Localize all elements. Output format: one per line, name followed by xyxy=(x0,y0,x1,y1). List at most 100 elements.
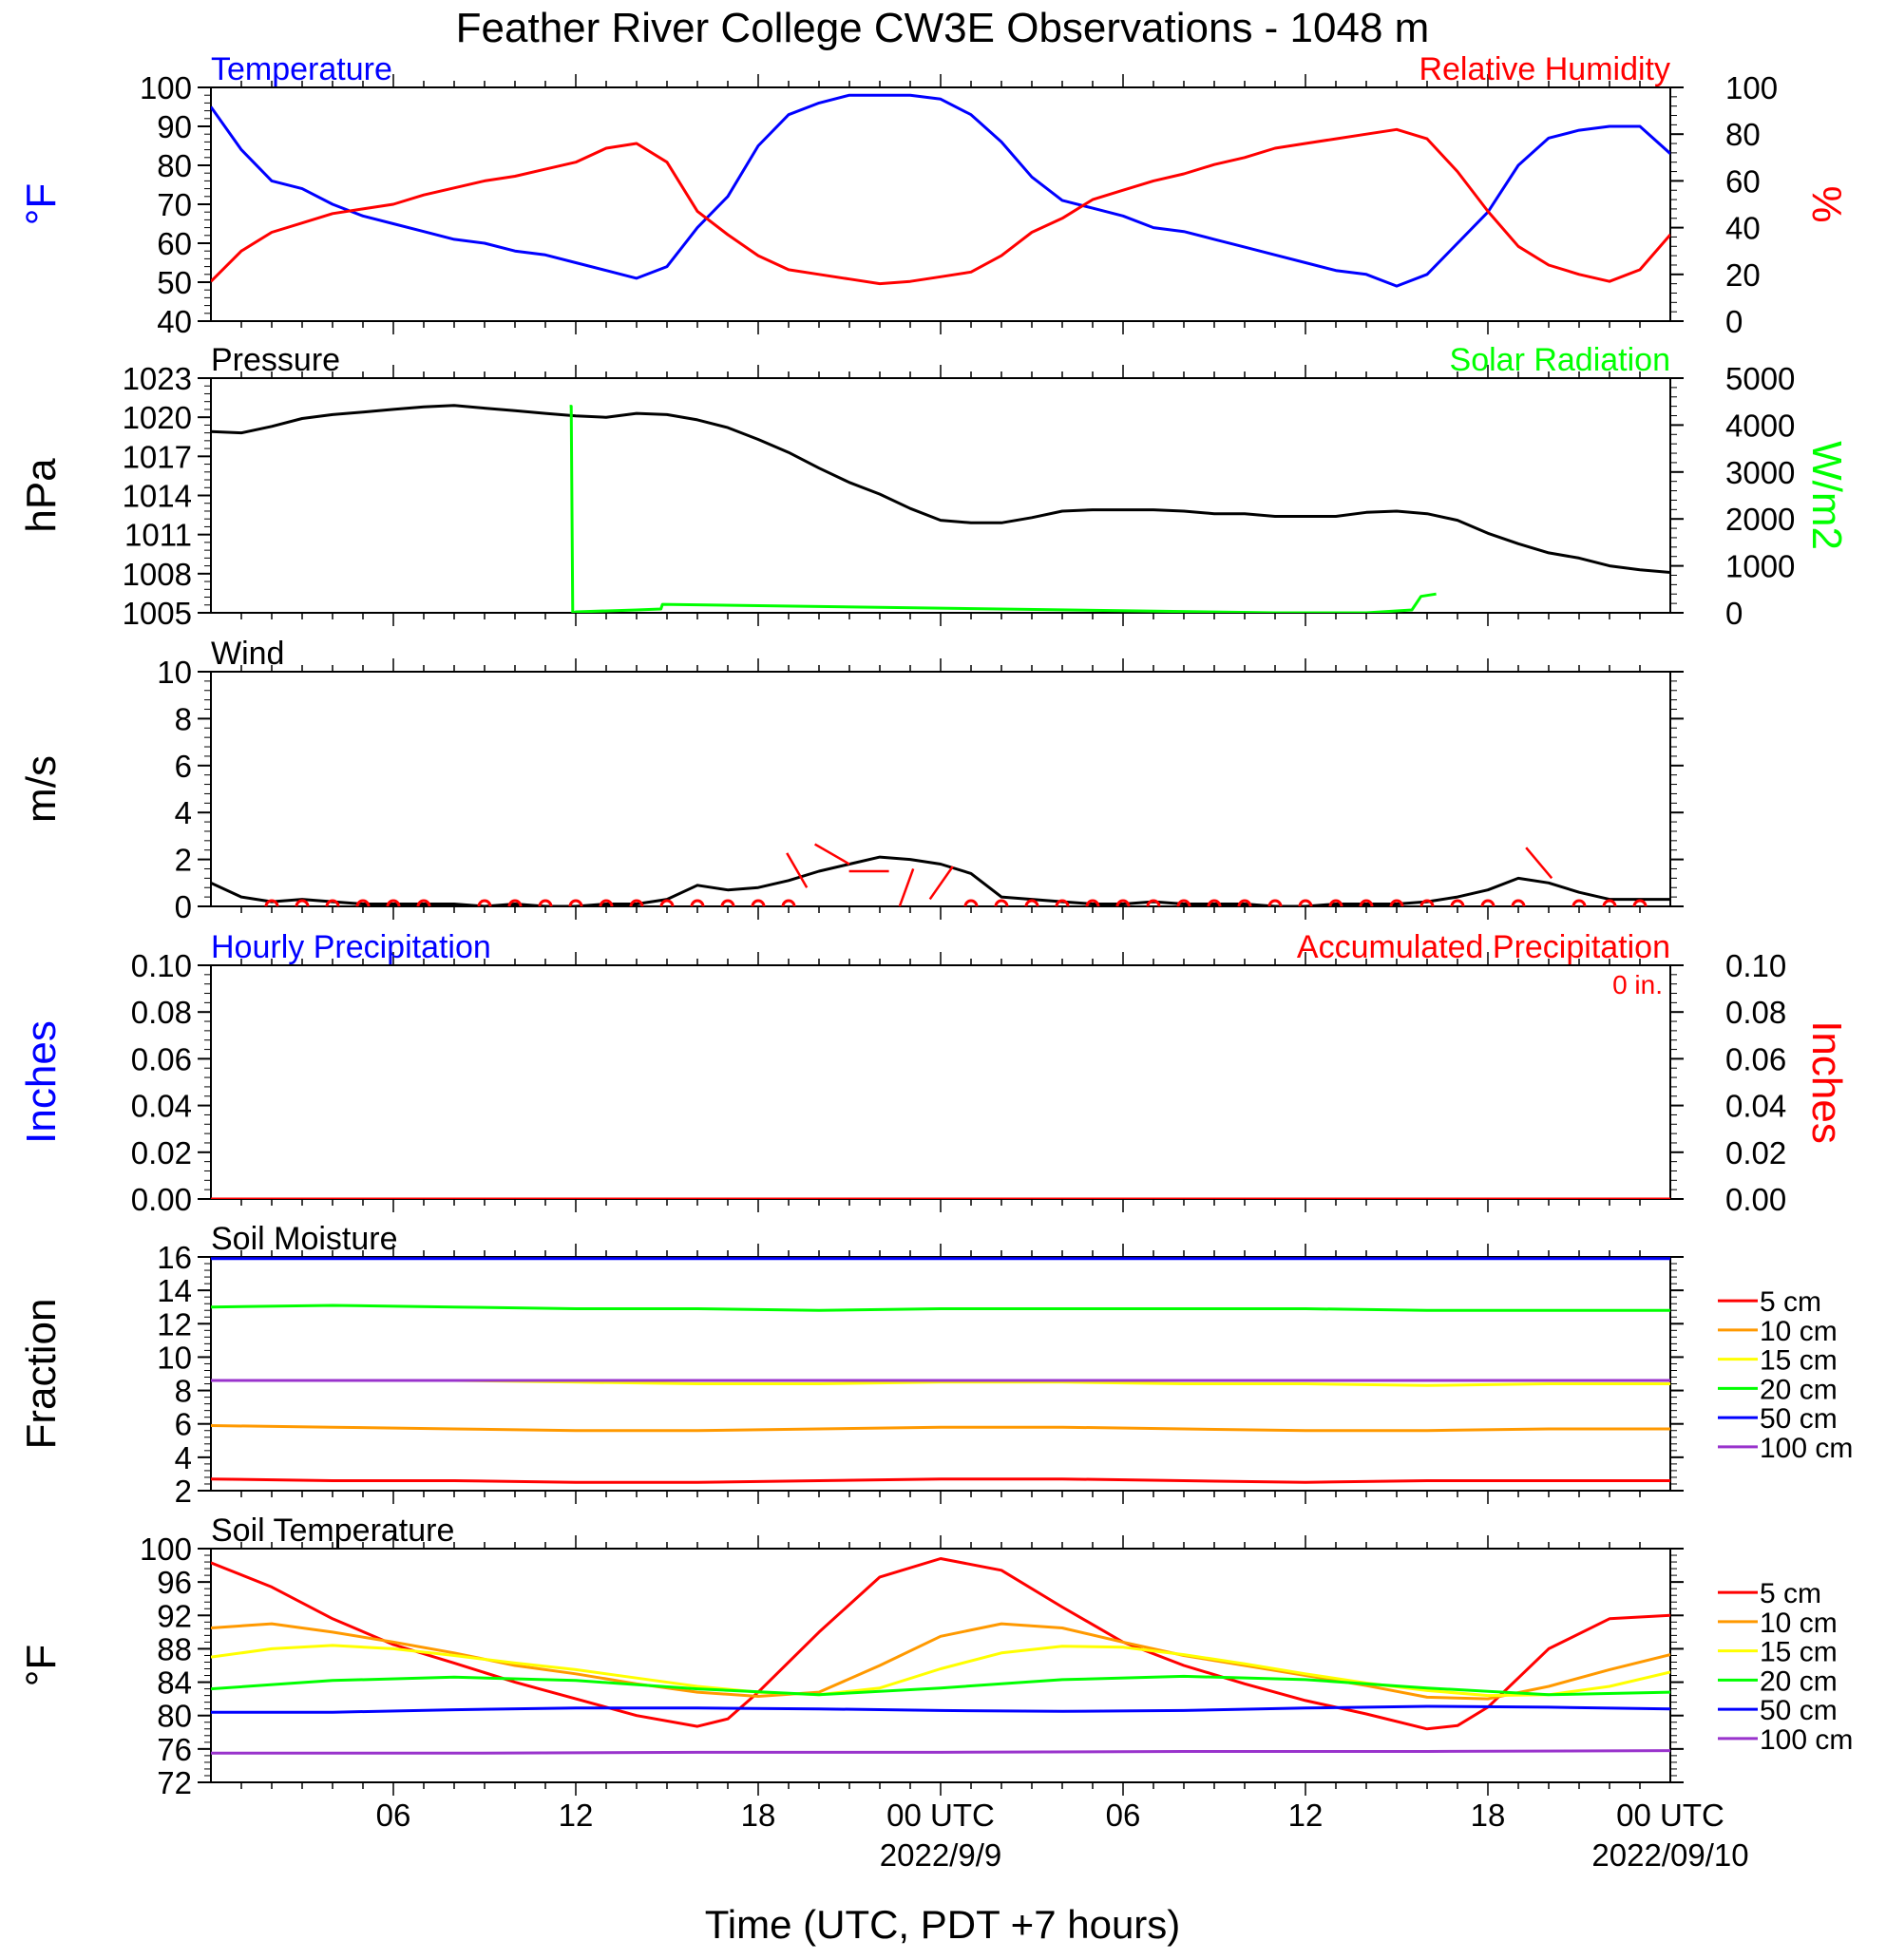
series-group xyxy=(211,843,1670,906)
y-tick-label-right: 60 xyxy=(1725,163,1761,199)
calm-wind-marker xyxy=(1328,899,1343,906)
calm-wind-marker xyxy=(416,899,431,906)
x-tick-label: 18 xyxy=(741,1798,776,1833)
y-tick-label-right: 0 xyxy=(1725,596,1743,631)
y-axis-label-right: Inches xyxy=(1803,1020,1850,1144)
calm-wind-marker xyxy=(599,899,614,906)
y-axis-label-left: hPa xyxy=(18,458,65,533)
y-axis-label-left: m/s xyxy=(18,755,65,823)
wind-barb xyxy=(928,866,954,901)
calm-wind-marker xyxy=(507,899,523,906)
y-tick-label-right: 20 xyxy=(1725,257,1761,293)
x-date-label: 2022/9/9 xyxy=(880,1837,1001,1873)
legend-label: 20 cm xyxy=(1760,1374,1838,1405)
y-tick-label-left: 0.02 xyxy=(131,1135,192,1170)
calm-wind-marker xyxy=(963,899,979,906)
panel-title-right: Relative Humidity xyxy=(1419,51,1670,87)
x-axis-label: Time (UTC, PDT +7 hours) xyxy=(705,1902,1181,1947)
legend-label: 50 cm xyxy=(1760,1403,1838,1435)
x-tick-label: 18 xyxy=(1471,1798,1506,1833)
y-axis-label-left: Inches xyxy=(18,1020,65,1144)
y-tick-label-right: 0.02 xyxy=(1725,1135,1786,1170)
y-tick-label-right: 0 xyxy=(1725,304,1743,339)
legend-label: 15 cm xyxy=(1760,1637,1838,1668)
y-tick-label-left: 72 xyxy=(157,1765,192,1800)
y-axis-label-left: Fraction xyxy=(18,1299,65,1450)
y-tick-label-left: 2 xyxy=(175,843,192,878)
y-tick-label-left: 84 xyxy=(157,1665,192,1701)
y-tick-label-left: 8 xyxy=(175,1374,192,1409)
panel-title-left: Soil Temperature xyxy=(211,1513,454,1549)
x-date-label: 2022/09/10 xyxy=(1591,1837,1748,1873)
y-tick-label-left: 0.06 xyxy=(131,1041,192,1076)
panel-title-left: Temperature xyxy=(211,51,392,87)
calm-wind-marker xyxy=(568,899,583,906)
series-line-5-cm xyxy=(211,1557,1670,1731)
calm-wind-marker xyxy=(295,899,310,906)
y-tick-label-left: 88 xyxy=(157,1631,192,1666)
y-tick-label-left: 0 xyxy=(175,889,192,924)
y-tick-label-left: 1011 xyxy=(124,518,192,553)
series-line-15-cm xyxy=(211,1644,1670,1698)
y-tick-label-left: 60 xyxy=(157,226,192,261)
series-line-temperature xyxy=(211,93,1670,288)
y-tick-label-left: 1023 xyxy=(123,361,192,396)
series-line-50-cm xyxy=(211,1704,1670,1714)
calm-wind-marker xyxy=(781,899,796,906)
y-tick-label-left: 90 xyxy=(157,109,192,144)
calm-wind-marker xyxy=(751,899,766,906)
y-tick-label-left: 0.00 xyxy=(131,1182,192,1217)
y-tick-label-left: 14 xyxy=(157,1273,192,1308)
y-tick-label-right: 80 xyxy=(1725,117,1761,152)
legend-label: 50 cm xyxy=(1760,1695,1838,1726)
y-tick-label-right: 4000 xyxy=(1725,408,1795,443)
series-group xyxy=(211,93,1670,288)
y-tick-label-left: 92 xyxy=(157,1598,192,1633)
legend-label: 100 cm xyxy=(1760,1433,1853,1464)
calm-wind-marker xyxy=(1359,899,1374,906)
y-tick-label-left: 0.10 xyxy=(131,948,192,983)
calm-wind-marker xyxy=(1572,899,1587,906)
wind-barb xyxy=(786,852,809,888)
y-tick-label-left: 80 xyxy=(157,148,192,183)
y-axis-label-left: °F xyxy=(18,1645,65,1686)
series-line-5-cm xyxy=(211,1477,1670,1484)
panel-precip: 0.00 0.02 0.04 0.06 0.08 0.10 0.00 0.02 0.04 0.06… xyxy=(18,929,1850,1217)
series-line-pressure xyxy=(211,404,1670,574)
calm-wind-marker xyxy=(477,899,492,906)
calm-wind-marker xyxy=(1632,899,1648,906)
calm-wind-marker xyxy=(1085,899,1100,906)
x-tick-label: 00 UTC xyxy=(886,1798,995,1833)
calm-wind-marker xyxy=(1024,899,1039,906)
series-group xyxy=(211,1257,1670,1484)
legend-label: 20 cm xyxy=(1760,1665,1838,1697)
calm-wind-marker xyxy=(355,899,371,906)
y-tick-label-left: 76 xyxy=(157,1732,192,1767)
y-tick-label-right: 0.08 xyxy=(1725,995,1786,1030)
legend-label: 100 cm xyxy=(1760,1724,1853,1756)
calm-wind-marker xyxy=(1115,899,1131,906)
calm-wind-marker xyxy=(325,899,340,906)
calm-wind-marker xyxy=(659,899,675,906)
y-tick-label-left: 100 xyxy=(140,1532,192,1567)
y-axis-label-right: % xyxy=(1803,185,1850,222)
y-tick-label-left: 6 xyxy=(175,1407,192,1442)
legend-label: 5 cm xyxy=(1760,1286,1821,1318)
y-tick-label-left: 1008 xyxy=(123,557,192,592)
series-line-20-cm xyxy=(211,1674,1670,1697)
y-tick-label-right: 2000 xyxy=(1725,502,1795,537)
series-line-relative-humidity xyxy=(211,127,1670,286)
y-tick-label-left: 100 xyxy=(140,70,192,105)
y-tick-label-left: 1005 xyxy=(123,596,192,631)
y-tick-label-right: 5000 xyxy=(1725,361,1795,396)
x-axis: 06 12 18 00 UTC 06 12 18 00 UTC 2022/9/9 2022/09/… xyxy=(376,1798,1749,1873)
series-line-10-cm xyxy=(211,1622,1670,1701)
y-tick-label-left: 4 xyxy=(175,1440,192,1475)
panel-title-left: Soil Moisture xyxy=(211,1221,398,1257)
series-group xyxy=(211,404,1670,613)
calm-wind-marker xyxy=(1389,899,1404,906)
